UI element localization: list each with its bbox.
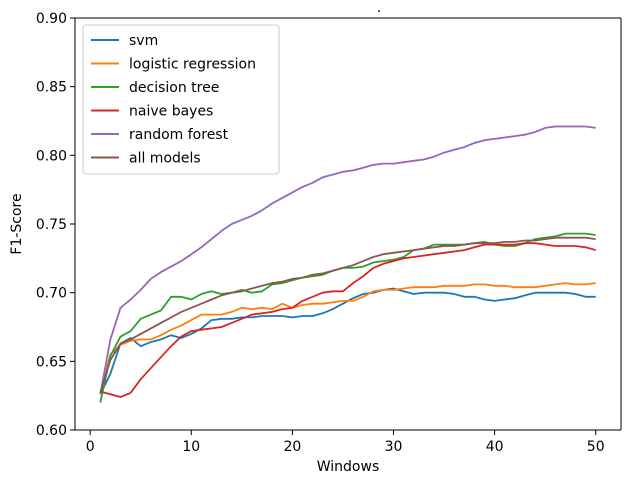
- legend: svm logistic regression decision tree naive…: [82, 24, 280, 175]
- legend-label: logistic regression: [129, 57, 256, 73]
- legend-label: all models: [129, 151, 201, 167]
- series-line-all-models: [99, 236, 596, 394]
- series-line-decision-tree: [99, 232, 596, 403]
- x-tick-label: 50: [587, 439, 605, 455]
- legend-label: naive bayes: [129, 104, 213, 120]
- legend-label: decision tree: [129, 80, 219, 96]
- series-line-naive-bayes: [100, 242, 596, 398]
- x-tick-label: 0: [86, 439, 95, 455]
- y-ticks: 0.60 0.65 0.70 0.75 0.80 0.85 0.90: [36, 11, 75, 439]
- y-axis-label: F1-Score: [9, 193, 25, 254]
- series-line-random-forest: [99, 125, 596, 395]
- y-tick-label: 0.75: [36, 217, 67, 233]
- y-tick-label: 0.60: [36, 423, 67, 439]
- x-ticks: 0 10 20 30 40 50: [86, 430, 605, 455]
- x-tick-label: 40: [486, 439, 504, 455]
- x-tick-label: 20: [283, 439, 301, 455]
- legend-box: [82, 24, 280, 175]
- y-tick-label: 0.90: [36, 11, 67, 27]
- series-line-logistic-regression: [99, 282, 596, 394]
- y-tick-label: 0.65: [36, 354, 67, 370]
- y-tick-label: 0.70: [36, 286, 67, 302]
- chart-title: .: [377, 0, 381, 16]
- x-tick-label: 10: [182, 439, 200, 455]
- x-axis-label: Windows: [317, 459, 380, 475]
- y-tick-label: 0.85: [36, 80, 67, 96]
- x-tick-label: 30: [385, 439, 403, 455]
- y-tick-label: 0.80: [36, 148, 67, 164]
- legend-label: svm: [129, 33, 158, 49]
- series-layer: [99, 125, 596, 403]
- legend-label: random forest: [129, 127, 229, 143]
